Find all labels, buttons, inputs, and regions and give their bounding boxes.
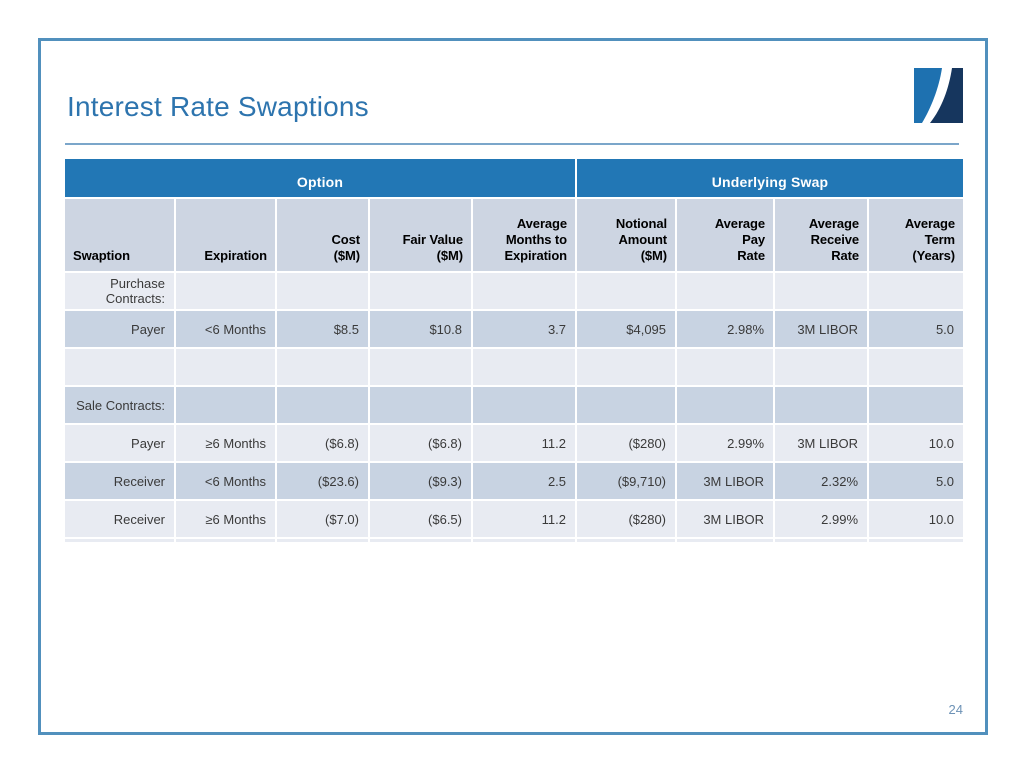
table-cell: ($23.6) — [275, 461, 370, 501]
table-cell: 3.7 — [470, 309, 578, 349]
column-header-cost: Cost ($M) — [275, 197, 370, 273]
slide-title: Interest Rate Swaptions — [67, 91, 369, 122]
column-header-avg-pay-rate: Average Pay Rate — [675, 197, 776, 273]
table-cell: ($9,710) — [575, 461, 678, 501]
group-header-row: Option Underlying Swap — [62, 157, 966, 199]
table-cell: 2.32% — [773, 461, 870, 501]
column-header-fair-value: Fair Value ($M) — [368, 197, 473, 273]
table-cell — [867, 385, 966, 425]
table-cell: Receiver — [63, 461, 176, 501]
table-cell — [773, 385, 870, 425]
table-cell: ($6.8) — [368, 423, 473, 463]
table-cell: 2.99% — [773, 499, 870, 539]
table-cell: 2.98% — [675, 309, 776, 349]
table-cell: ($280) — [575, 499, 678, 539]
table-cell: ≥6 Months — [174, 423, 277, 463]
table-cell: $10.8 — [368, 309, 473, 349]
company-logo-icon — [914, 68, 963, 123]
table-row-purchase-contracts: Purchase Contracts: — [63, 271, 966, 311]
table-cell — [275, 347, 370, 387]
table-cell: $8.5 — [275, 309, 370, 349]
table-cell: ($6.5) — [368, 499, 473, 539]
swaptions-table: Option Underlying Swap Swaption Expirati… — [62, 157, 966, 544]
table-cell: Purchase Contracts: — [63, 271, 176, 311]
table-row-sale-receiver-1: Receiver <6 Months ($23.6) ($9.3) 2.5 ($… — [63, 461, 966, 501]
table-cell — [470, 347, 578, 387]
table-cell: ≥6 Months — [174, 499, 277, 539]
table-cell: Sale Contracts: — [63, 385, 176, 425]
table-cell — [773, 271, 870, 311]
slide: Interest Rate Swaptions Option Underlyin… — [38, 38, 988, 735]
table-cell — [867, 271, 966, 311]
column-header-swaption: Swaption — [63, 197, 176, 273]
table-cell — [368, 271, 473, 311]
table-cell: 11.2 — [470, 423, 578, 463]
column-header-row: Swaption Expiration Cost ($M) Fair Value… — [63, 197, 966, 273]
table-cell: 2.5 — [470, 461, 578, 501]
table-cell — [174, 347, 277, 387]
table-cell: 10.0 — [867, 499, 966, 539]
table-cell: <6 Months — [174, 461, 277, 501]
table-cell — [867, 347, 966, 387]
column-header-avg-months: Average Months to Expiration — [470, 197, 578, 273]
table-cell — [575, 385, 678, 425]
table-cell: ($6.8) — [275, 423, 370, 463]
column-header-avg-term: Average Term (Years) — [867, 197, 966, 273]
table-cell: Payer — [63, 423, 176, 463]
table-cell: ($9.3) — [368, 461, 473, 501]
group-header-underlying-swap: Underlying Swap — [575, 157, 966, 199]
table-cell: 3M LIBOR — [773, 423, 870, 463]
table-cell — [773, 347, 870, 387]
table-row-purchase-payer: Payer <6 Months $8.5 $10.8 3.7 $4,095 2.… — [63, 309, 966, 349]
table-row-sale-receiver-2: Receiver ≥6 Months ($7.0) ($6.5) 11.2 ($… — [63, 499, 966, 539]
title-underline — [65, 143, 959, 145]
table-cell: 10.0 — [867, 423, 966, 463]
table-cell: <6 Months — [174, 309, 277, 349]
table-cell: Payer — [63, 309, 176, 349]
table-cell: 2.99% — [675, 423, 776, 463]
table-cell: 5.0 — [867, 461, 966, 501]
table-row-empty — [63, 347, 966, 387]
table-cell: ($280) — [575, 423, 678, 463]
table-cell — [275, 385, 370, 425]
table-cell — [368, 385, 473, 425]
table-cell — [675, 385, 776, 425]
table-cell: Receiver — [63, 499, 176, 539]
swaptions-table-container: Option Underlying Swap Swaption Expirati… — [62, 157, 966, 544]
table-cell — [368, 347, 473, 387]
table-cell — [470, 385, 578, 425]
table-cell — [675, 271, 776, 311]
table-cell: 5.0 — [867, 309, 966, 349]
table-cell — [275, 271, 370, 311]
table-cell: 3M LIBOR — [773, 309, 870, 349]
column-header-expiration: Expiration — [174, 197, 277, 273]
group-header-option: Option — [62, 157, 578, 199]
table-bottom-edge — [63, 537, 966, 544]
table-cell: ($7.0) — [275, 499, 370, 539]
table-cell: $4,095 — [575, 309, 678, 349]
table-row-sale-payer: Payer ≥6 Months ($6.8) ($6.8) 11.2 ($280… — [63, 423, 966, 463]
table-cell — [575, 347, 678, 387]
table-cell — [470, 271, 578, 311]
table-cell — [174, 385, 277, 425]
table-cell — [675, 347, 776, 387]
table-cell — [63, 347, 176, 387]
table-cell: 3M LIBOR — [675, 461, 776, 501]
table-cell: 11.2 — [470, 499, 578, 539]
column-header-notional: Notional Amount ($M) — [575, 197, 678, 273]
table-cell — [575, 271, 678, 311]
table-cell: 3M LIBOR — [675, 499, 776, 539]
page-number: 24 — [948, 702, 963, 717]
table-cell — [174, 271, 277, 311]
table-row-sale-contracts: Sale Contracts: — [63, 385, 966, 425]
column-header-avg-receive-rate: Average Receive Rate — [773, 197, 870, 273]
